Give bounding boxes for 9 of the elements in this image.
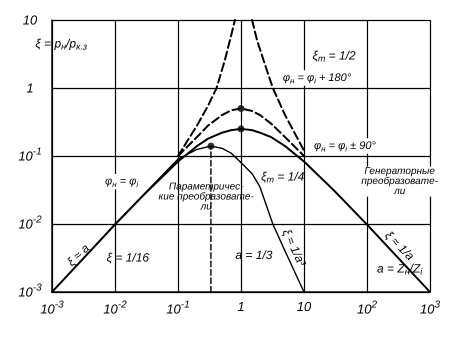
annotation: Генераторные преобразовате- ли — [361, 166, 439, 198]
x-tick-label: 1 — [237, 299, 245, 314]
x-tick-label: 10 — [296, 299, 312, 314]
annotation: ξ ≈ 1/a³ — [280, 226, 310, 270]
annotation: ξ = 1/16 — [106, 250, 150, 265]
annotation: ξ ≈ a — [64, 240, 92, 269]
y-tick-label: 1 — [26, 80, 34, 96]
annotation: ξ ≈ 1/a — [382, 228, 418, 264]
y-tick-label: 10 — [22, 12, 38, 28]
